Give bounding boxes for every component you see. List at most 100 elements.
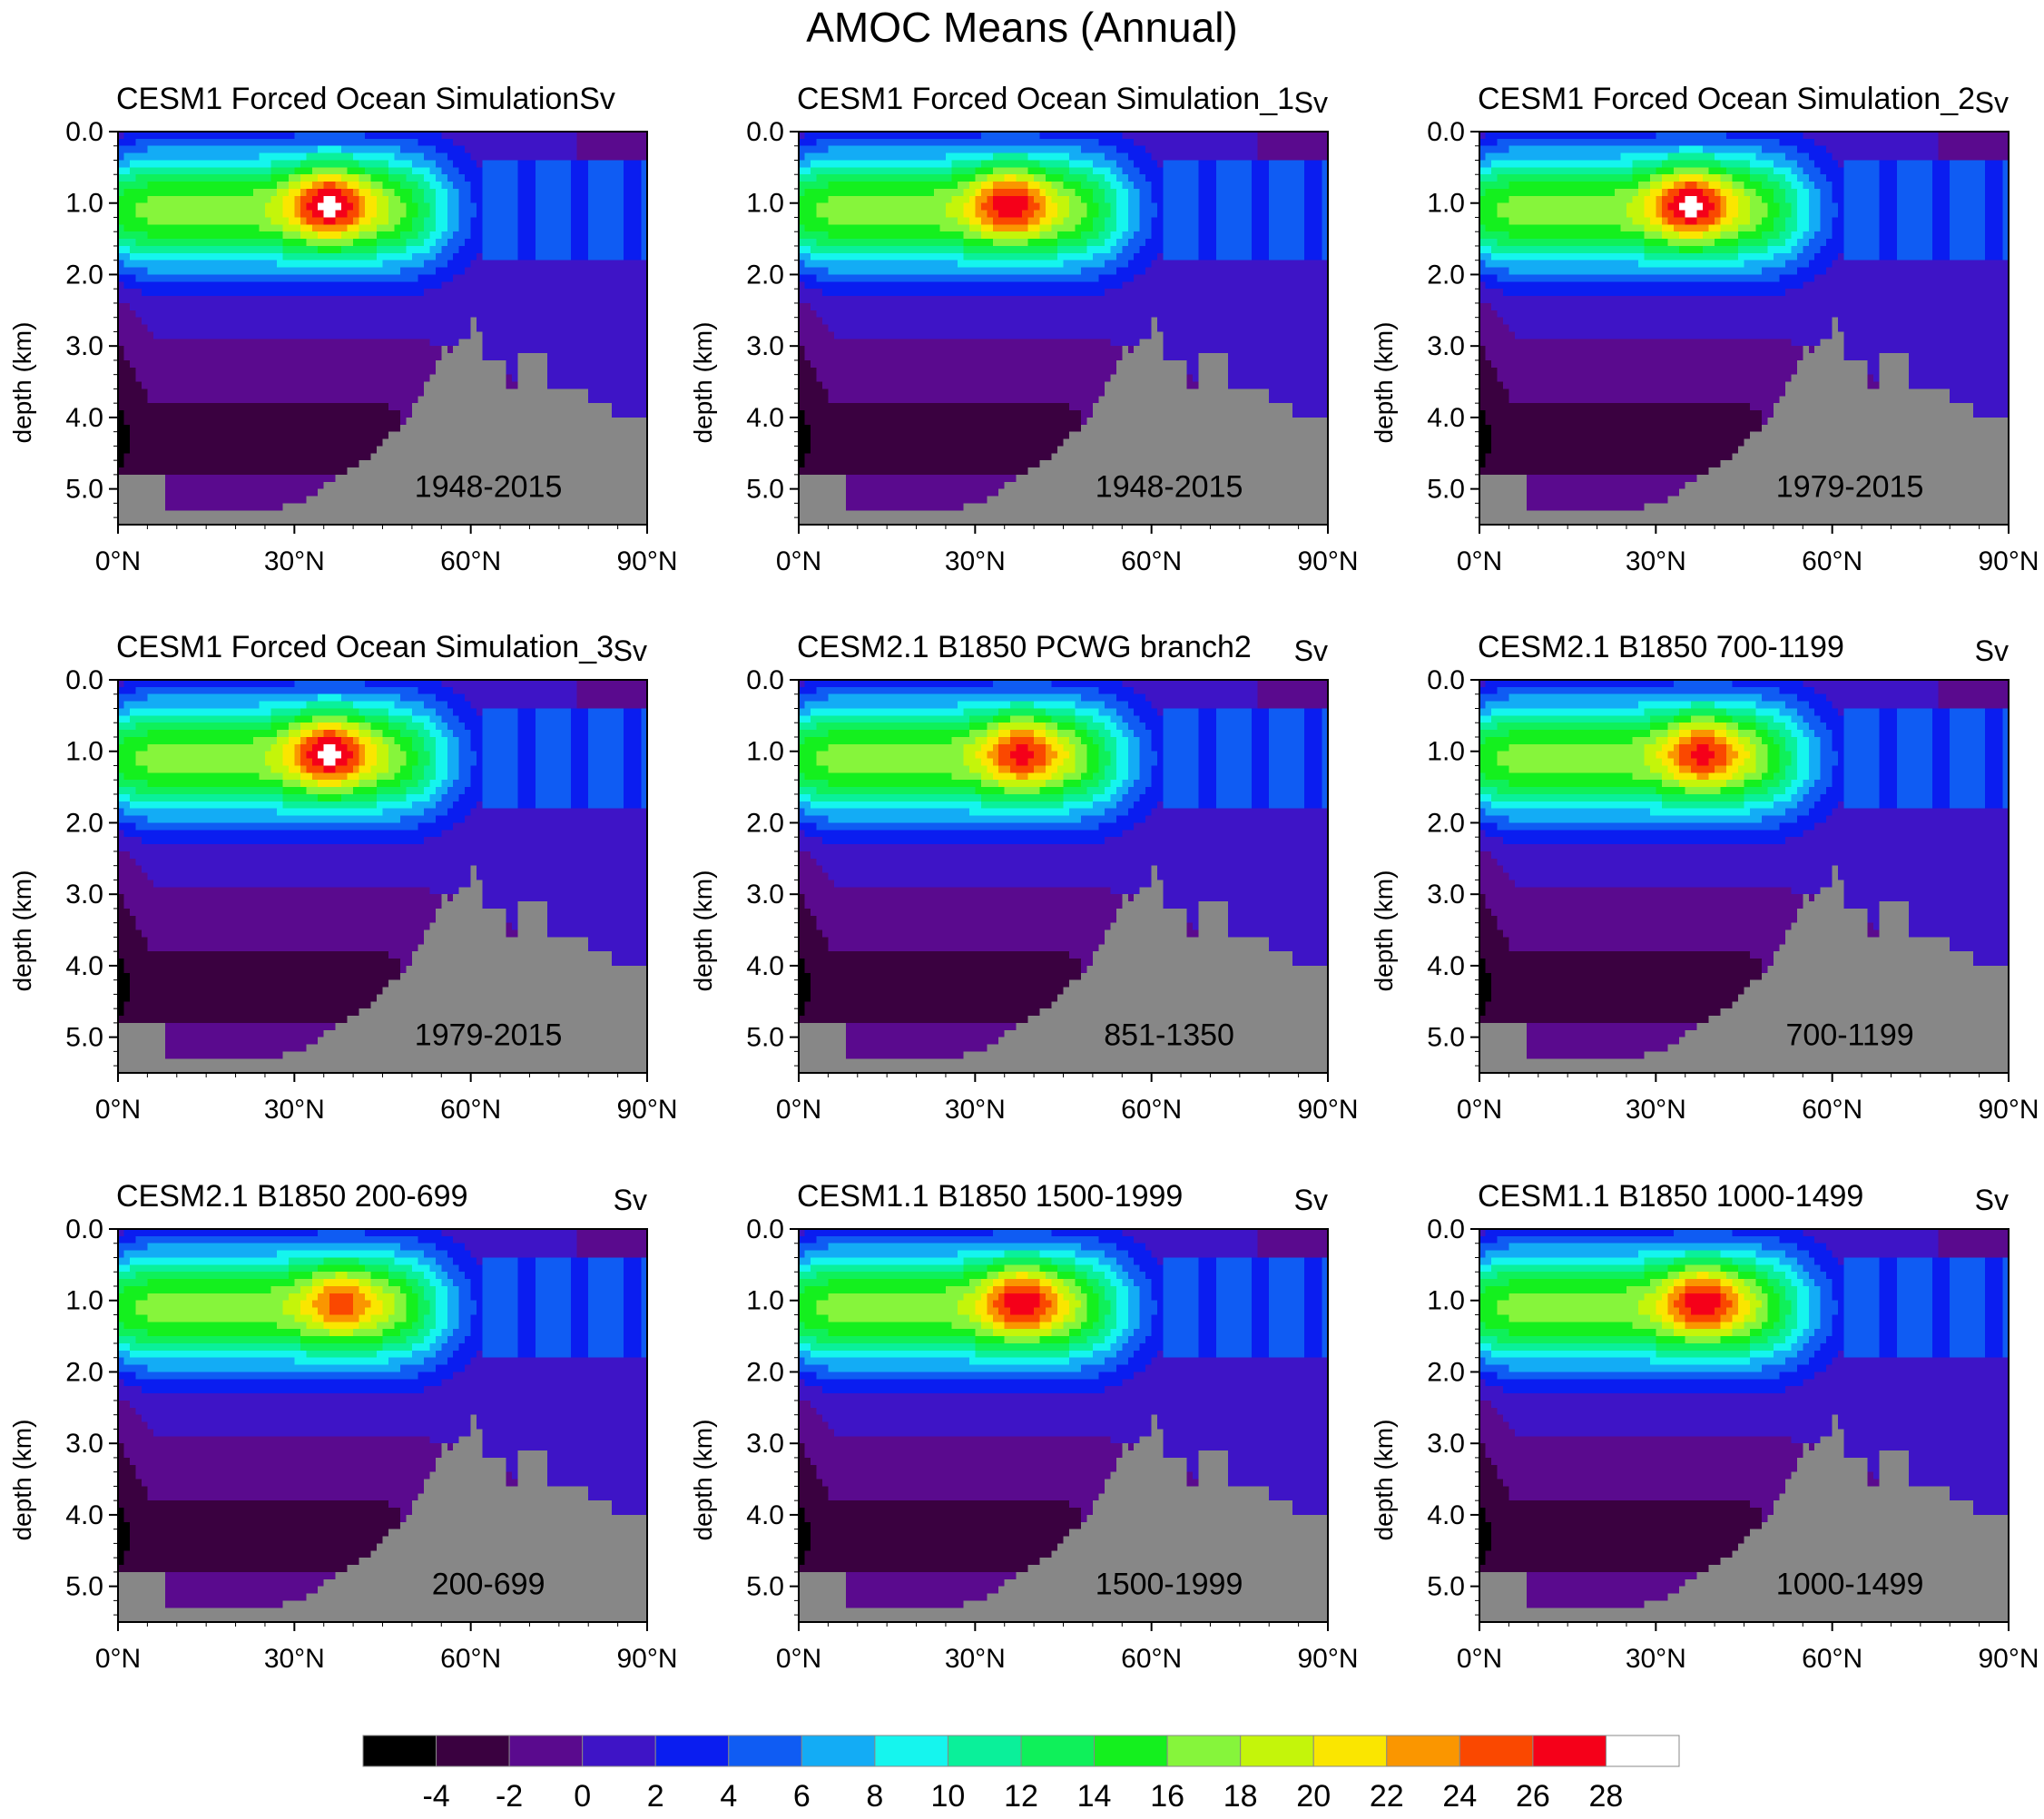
contour-cell <box>1304 787 1323 795</box>
contour-cell <box>1985 1307 2004 1316</box>
contour-cell <box>1703 174 1722 182</box>
contour-cell <box>804 224 941 232</box>
contour-cell <box>1304 1342 1323 1352</box>
contour-cell <box>1251 1272 1270 1280</box>
contour-cell <box>1497 758 1645 767</box>
contour-cell <box>1479 239 1499 247</box>
contour-cell <box>435 801 454 810</box>
contour-cell <box>1931 1314 1951 1322</box>
contour-cell <box>1791 1300 1798 1309</box>
contour-panel: CESM1 Forced Ocean SimulationSv 0.0 1.0 2.0… <box>0 80 681 606</box>
contour-cell <box>1051 1314 1065 1322</box>
contour-cell <box>816 758 964 767</box>
contour-cell <box>1838 1414 2010 1423</box>
contour-cell <box>1163 188 1200 197</box>
contour-cell <box>1879 1293 1898 1302</box>
contour-cell <box>482 765 519 773</box>
contour-cell <box>1832 231 1845 240</box>
contour-cell <box>980 202 994 211</box>
contour-cell <box>388 403 413 411</box>
contour-cell <box>447 217 460 225</box>
contour-cell <box>828 815 1082 824</box>
contour-cell <box>118 410 125 418</box>
contour-cell <box>799 765 829 773</box>
contour-cell <box>288 730 301 738</box>
contour-cell <box>799 1357 806 1366</box>
contour-cell <box>1322 780 1329 788</box>
contour-cell <box>1715 152 1757 162</box>
contour-cell <box>1269 743 1305 752</box>
contour-cell <box>1796 801 1815 810</box>
contour-cell <box>1879 723 1898 731</box>
contour-cell <box>624 239 643 247</box>
contour-cell <box>1761 1300 1769 1309</box>
contour-cell <box>588 780 624 788</box>
contour-cell <box>318 793 342 802</box>
contour-cell <box>453 822 648 831</box>
contour-cell <box>1063 1279 1076 1287</box>
contour-cell <box>1039 1279 1053 1287</box>
contour-cell <box>576 680 648 688</box>
contour-cell <box>2002 715 2010 723</box>
contour-cell <box>1744 188 1757 197</box>
contour-cell <box>1791 245 1803 254</box>
contour-cell <box>799 1257 811 1265</box>
panel-title: CESM1.1 B1850 1500-1999 <box>797 1179 1184 1214</box>
contour-cell <box>2002 758 2010 767</box>
contour-cell <box>1896 1279 1933 1287</box>
contour-cell <box>624 182 643 190</box>
contour-cell <box>1304 1279 1323 1287</box>
contour-cell <box>406 245 430 254</box>
land-cell <box>1115 359 1188 369</box>
contour-cell <box>482 1285 519 1294</box>
y-tick-label: 2.0 <box>1427 260 1465 290</box>
contour-cell <box>411 224 425 232</box>
contour-cell <box>1931 723 1951 731</box>
land-cell <box>1479 1022 1528 1031</box>
contour-cell <box>1251 708 1270 716</box>
contour-cell <box>370 1279 389 1287</box>
contour-cell <box>1110 1279 1123 1287</box>
contour-cell <box>1479 959 1487 967</box>
contour-cell <box>1034 210 1047 219</box>
contour-cell <box>1784 787 1798 795</box>
contour-cell <box>406 787 425 795</box>
contour-cell <box>980 1279 994 1287</box>
contour-cell <box>799 1443 806 1451</box>
contour-cell <box>411 167 430 175</box>
contour-cell <box>1086 1293 1099 1302</box>
contour-cell <box>1726 167 1751 175</box>
contour-cell <box>1644 252 1739 261</box>
contour-cell <box>1667 188 1680 197</box>
contour-cell <box>1269 217 1305 225</box>
contour-cell <box>1322 231 1329 240</box>
contour-cell <box>1039 182 1053 190</box>
contour-cell <box>1127 346 1135 354</box>
contour-cell <box>353 217 360 225</box>
contour-cell <box>388 1357 425 1366</box>
land-cell <box>1198 915 1229 924</box>
contour-cell <box>447 751 460 760</box>
contour-cell <box>1908 374 2010 383</box>
contour-cell <box>1139 736 1153 745</box>
contour-cell <box>624 751 643 760</box>
land-cell <box>323 481 648 490</box>
contour-cell <box>1738 1272 1757 1280</box>
contour-cell <box>365 1307 384 1316</box>
contour-cell <box>1485 132 1656 140</box>
contour-cell <box>470 1279 484 1287</box>
contour-cell <box>1479 210 1499 219</box>
contour-cell <box>118 880 154 888</box>
contour-cell <box>1508 1364 1763 1373</box>
land-cell <box>347 467 648 476</box>
land-cell <box>370 453 648 461</box>
contour-cell <box>118 403 389 411</box>
contour-cell <box>1479 680 1487 688</box>
contour-cell <box>1122 830 1329 838</box>
contour-cell <box>1134 801 1158 810</box>
contour-cell <box>1879 715 1898 723</box>
contour-cell <box>300 758 313 767</box>
contour-cell <box>1080 1514 1088 1523</box>
contour-cell <box>423 1293 437 1302</box>
contour-cell <box>1715 1307 1727 1316</box>
